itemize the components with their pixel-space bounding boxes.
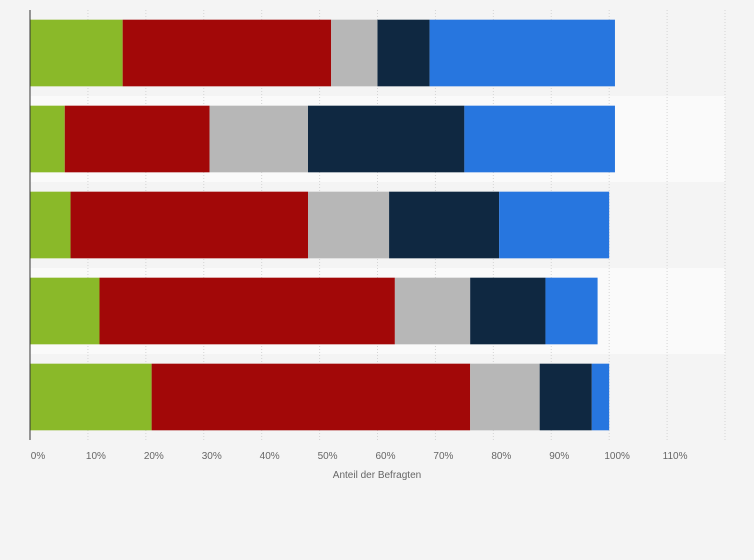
- bar-segment-s5-r3: [499, 191, 610, 259]
- bar-segment-s1-r5: [30, 363, 152, 431]
- x-tick-label: 10%: [86, 451, 106, 462]
- bar-segment-s2-r4: [99, 277, 395, 345]
- bar-segment-s3-r2: [209, 105, 308, 173]
- bar-segment-s1-r4: [30, 277, 100, 345]
- x-axis-title: Anteil der Befragten: [333, 470, 421, 481]
- x-tick-label: 20%: [144, 451, 164, 462]
- bar-segment-s3-r1: [331, 19, 378, 87]
- bar-segment-s4-r3: [389, 191, 500, 259]
- x-tick-label: 60%: [375, 451, 395, 462]
- bar-segment-s5-r4: [545, 277, 598, 345]
- bar-segment-s3-r5: [470, 363, 540, 431]
- x-tick-label: 30%: [202, 451, 222, 462]
- bar-segment-s5-r2: [464, 105, 615, 173]
- bar-segment-s2-r1: [122, 19, 332, 87]
- bar-segment-s2-r3: [70, 191, 309, 259]
- x-tick-label: 100%: [604, 451, 630, 462]
- x-tick-label: 90%: [549, 451, 569, 462]
- bar-segment-s2-r2: [64, 105, 210, 173]
- bar-segment-s1-r1: [30, 19, 123, 87]
- bar-segment-s1-r2: [30, 105, 65, 173]
- x-tick-label: 110%: [663, 451, 688, 462]
- bar-segment-s1-r3: [30, 191, 71, 259]
- bar-segment-s3-r4: [394, 277, 471, 345]
- bar-segment-s4-r5: [539, 363, 592, 431]
- bar-segment-s4-r2: [308, 105, 465, 173]
- x-tick-label: 0%: [31, 451, 46, 462]
- bar-segment-s5-r5: [591, 363, 610, 431]
- bar-segment-s4-r4: [470, 277, 546, 345]
- bar-segment-s2-r5: [151, 363, 471, 431]
- bar-segments: [30, 19, 615, 431]
- x-tick-label: 40%: [260, 451, 280, 462]
- bar-segment-s5-r1: [429, 19, 615, 87]
- x-tick-label: 50%: [318, 451, 338, 462]
- x-tick-labels: 0% 10% 20% 30% 40% 50% 60% 70% 80% 90% 100% 110%: [31, 451, 688, 462]
- x-tick-label: 80%: [491, 451, 511, 462]
- bar-segment-s4-r1: [377, 19, 430, 87]
- bar-segment-s3-r3: [308, 191, 390, 259]
- x-tick-label: 70%: [433, 451, 453, 462]
